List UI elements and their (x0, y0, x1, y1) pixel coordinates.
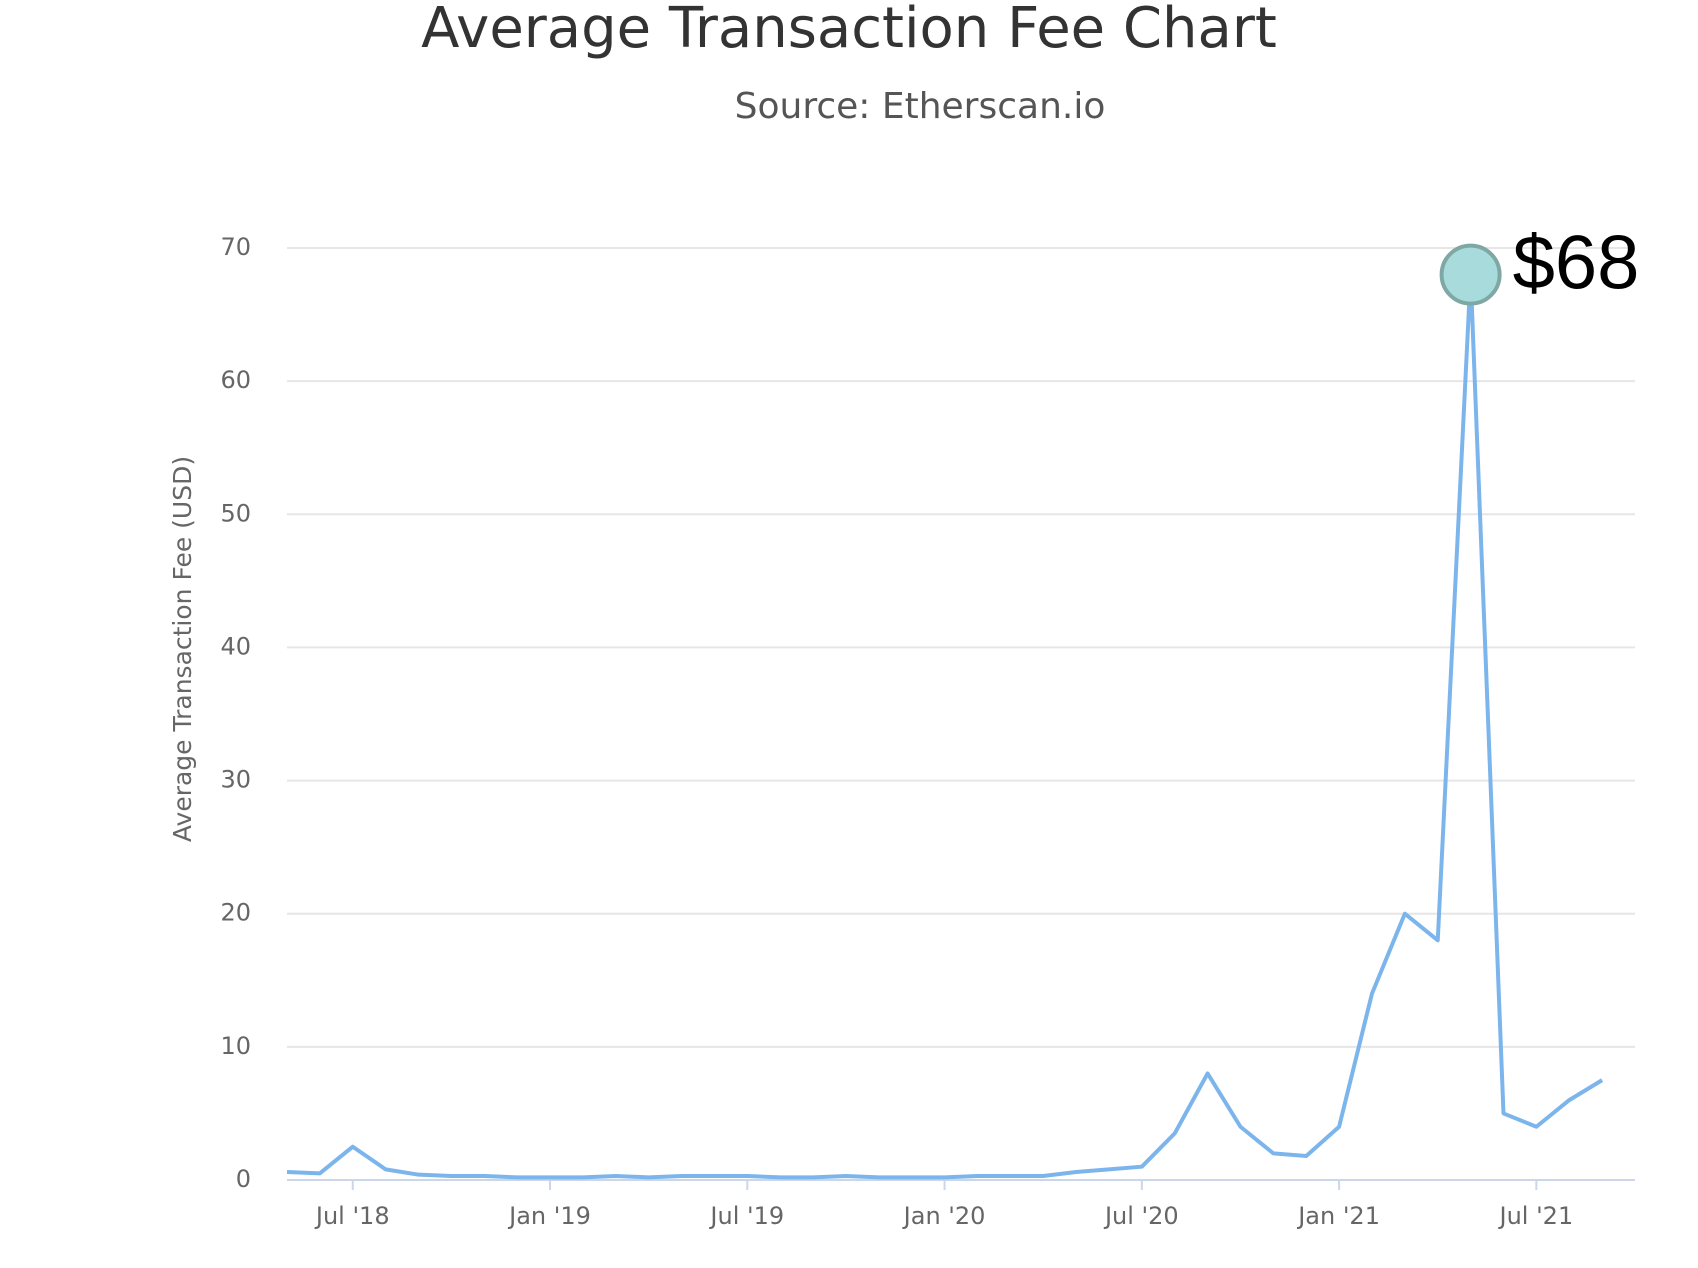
chart-title: Average Transaction Fee Chart (421, 0, 1277, 61)
y-tick-label: 40 (220, 632, 251, 660)
x-tick-label: Jul '21 (1497, 1202, 1573, 1230)
x-tick-label: Jul '19 (708, 1202, 784, 1230)
chart-subtitle: Source: Etherscan.io (735, 86, 1106, 127)
y-tick-label: 50 (220, 499, 251, 527)
peak-marker (1439, 243, 1502, 306)
line (286, 272, 1604, 1180)
x-tick-label: Jan '21 (1296, 1202, 1380, 1230)
y-tick-label: 10 (220, 1032, 251, 1060)
peak-label: $68 (1513, 221, 1640, 306)
x-tick-label: Jan '19 (507, 1202, 591, 1230)
x-tick-label: Jul '20 (1103, 1202, 1179, 1230)
y-tick-label: 30 (220, 766, 251, 794)
y-axis-title: Average Transaction Fee (USD) (168, 456, 197, 842)
y-tick-label: 20 (220, 899, 251, 927)
x-tick-label: Jan '20 (902, 1202, 986, 1230)
y-tick-label: 60 (220, 366, 251, 394)
y-tick-label: 0 (236, 1165, 251, 1193)
y-tick-label: 70 (220, 233, 251, 261)
x-tick-label: Jul '18 (314, 1202, 390, 1230)
